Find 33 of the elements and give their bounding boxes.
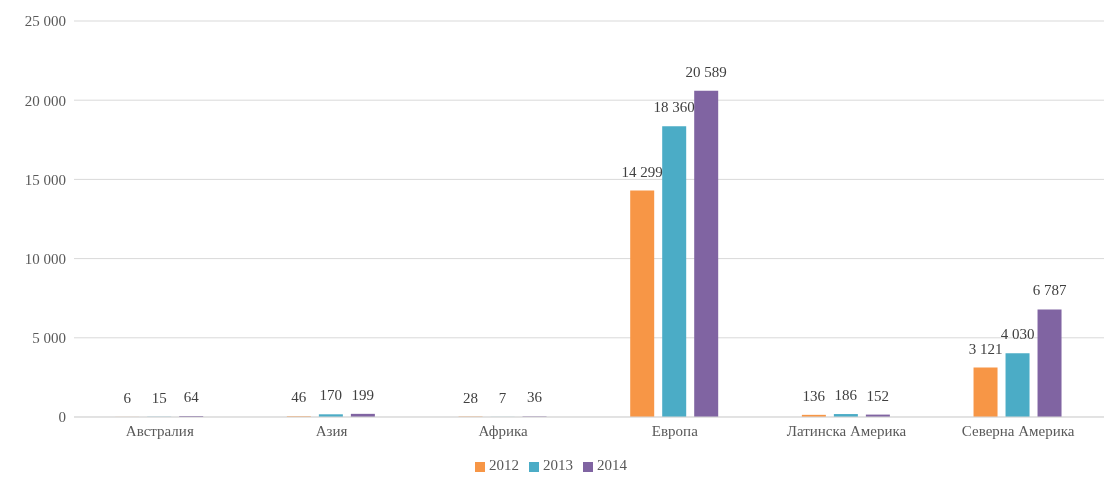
data-label: 6 <box>123 389 132 406</box>
y-tick-label: 15 000 <box>24 171 66 188</box>
data-label: 64 <box>183 388 200 405</box>
x-tick-label: Африка <box>478 422 529 439</box>
data-label: 36 <box>527 389 543 406</box>
x-tick-label: Европа <box>651 422 699 439</box>
data-label: 18 360 <box>653 99 695 116</box>
data-label: 136 <box>802 387 826 404</box>
x-tick-label: Северна Америка <box>961 422 1075 439</box>
y-tick-label: 0 <box>58 409 66 426</box>
data-label: 199 <box>351 386 375 403</box>
y-tick-label: 10 000 <box>24 250 66 267</box>
data-label: 6 787 <box>1032 282 1067 299</box>
data-label: 28 <box>463 389 479 406</box>
data-label: 15 <box>151 389 167 406</box>
data-label: 170 <box>319 387 343 404</box>
data-label: 14 299 <box>621 163 663 180</box>
data-label: 20 589 <box>685 63 727 80</box>
legend-label: 2013 <box>543 457 573 473</box>
data-label: 7 <box>498 389 507 406</box>
legend-label: 2014 <box>597 457 627 473</box>
data-label: 186 <box>834 387 858 404</box>
data-label: 46 <box>291 389 307 406</box>
data-label: 152 <box>866 387 890 404</box>
x-tick-label: Австралия <box>125 422 194 439</box>
data-label: 4 030 <box>1000 326 1035 343</box>
y-tick-label: 20 000 <box>24 92 66 109</box>
y-tick-label: 25 000 <box>24 13 66 30</box>
x-tick-label: Латинска Америка <box>786 422 907 439</box>
legend-label: 2012 <box>489 457 519 473</box>
x-tick-label: Азия <box>315 422 348 439</box>
y-tick-label: 5 000 <box>32 330 66 347</box>
data-label: 3 121 <box>968 340 1003 357</box>
